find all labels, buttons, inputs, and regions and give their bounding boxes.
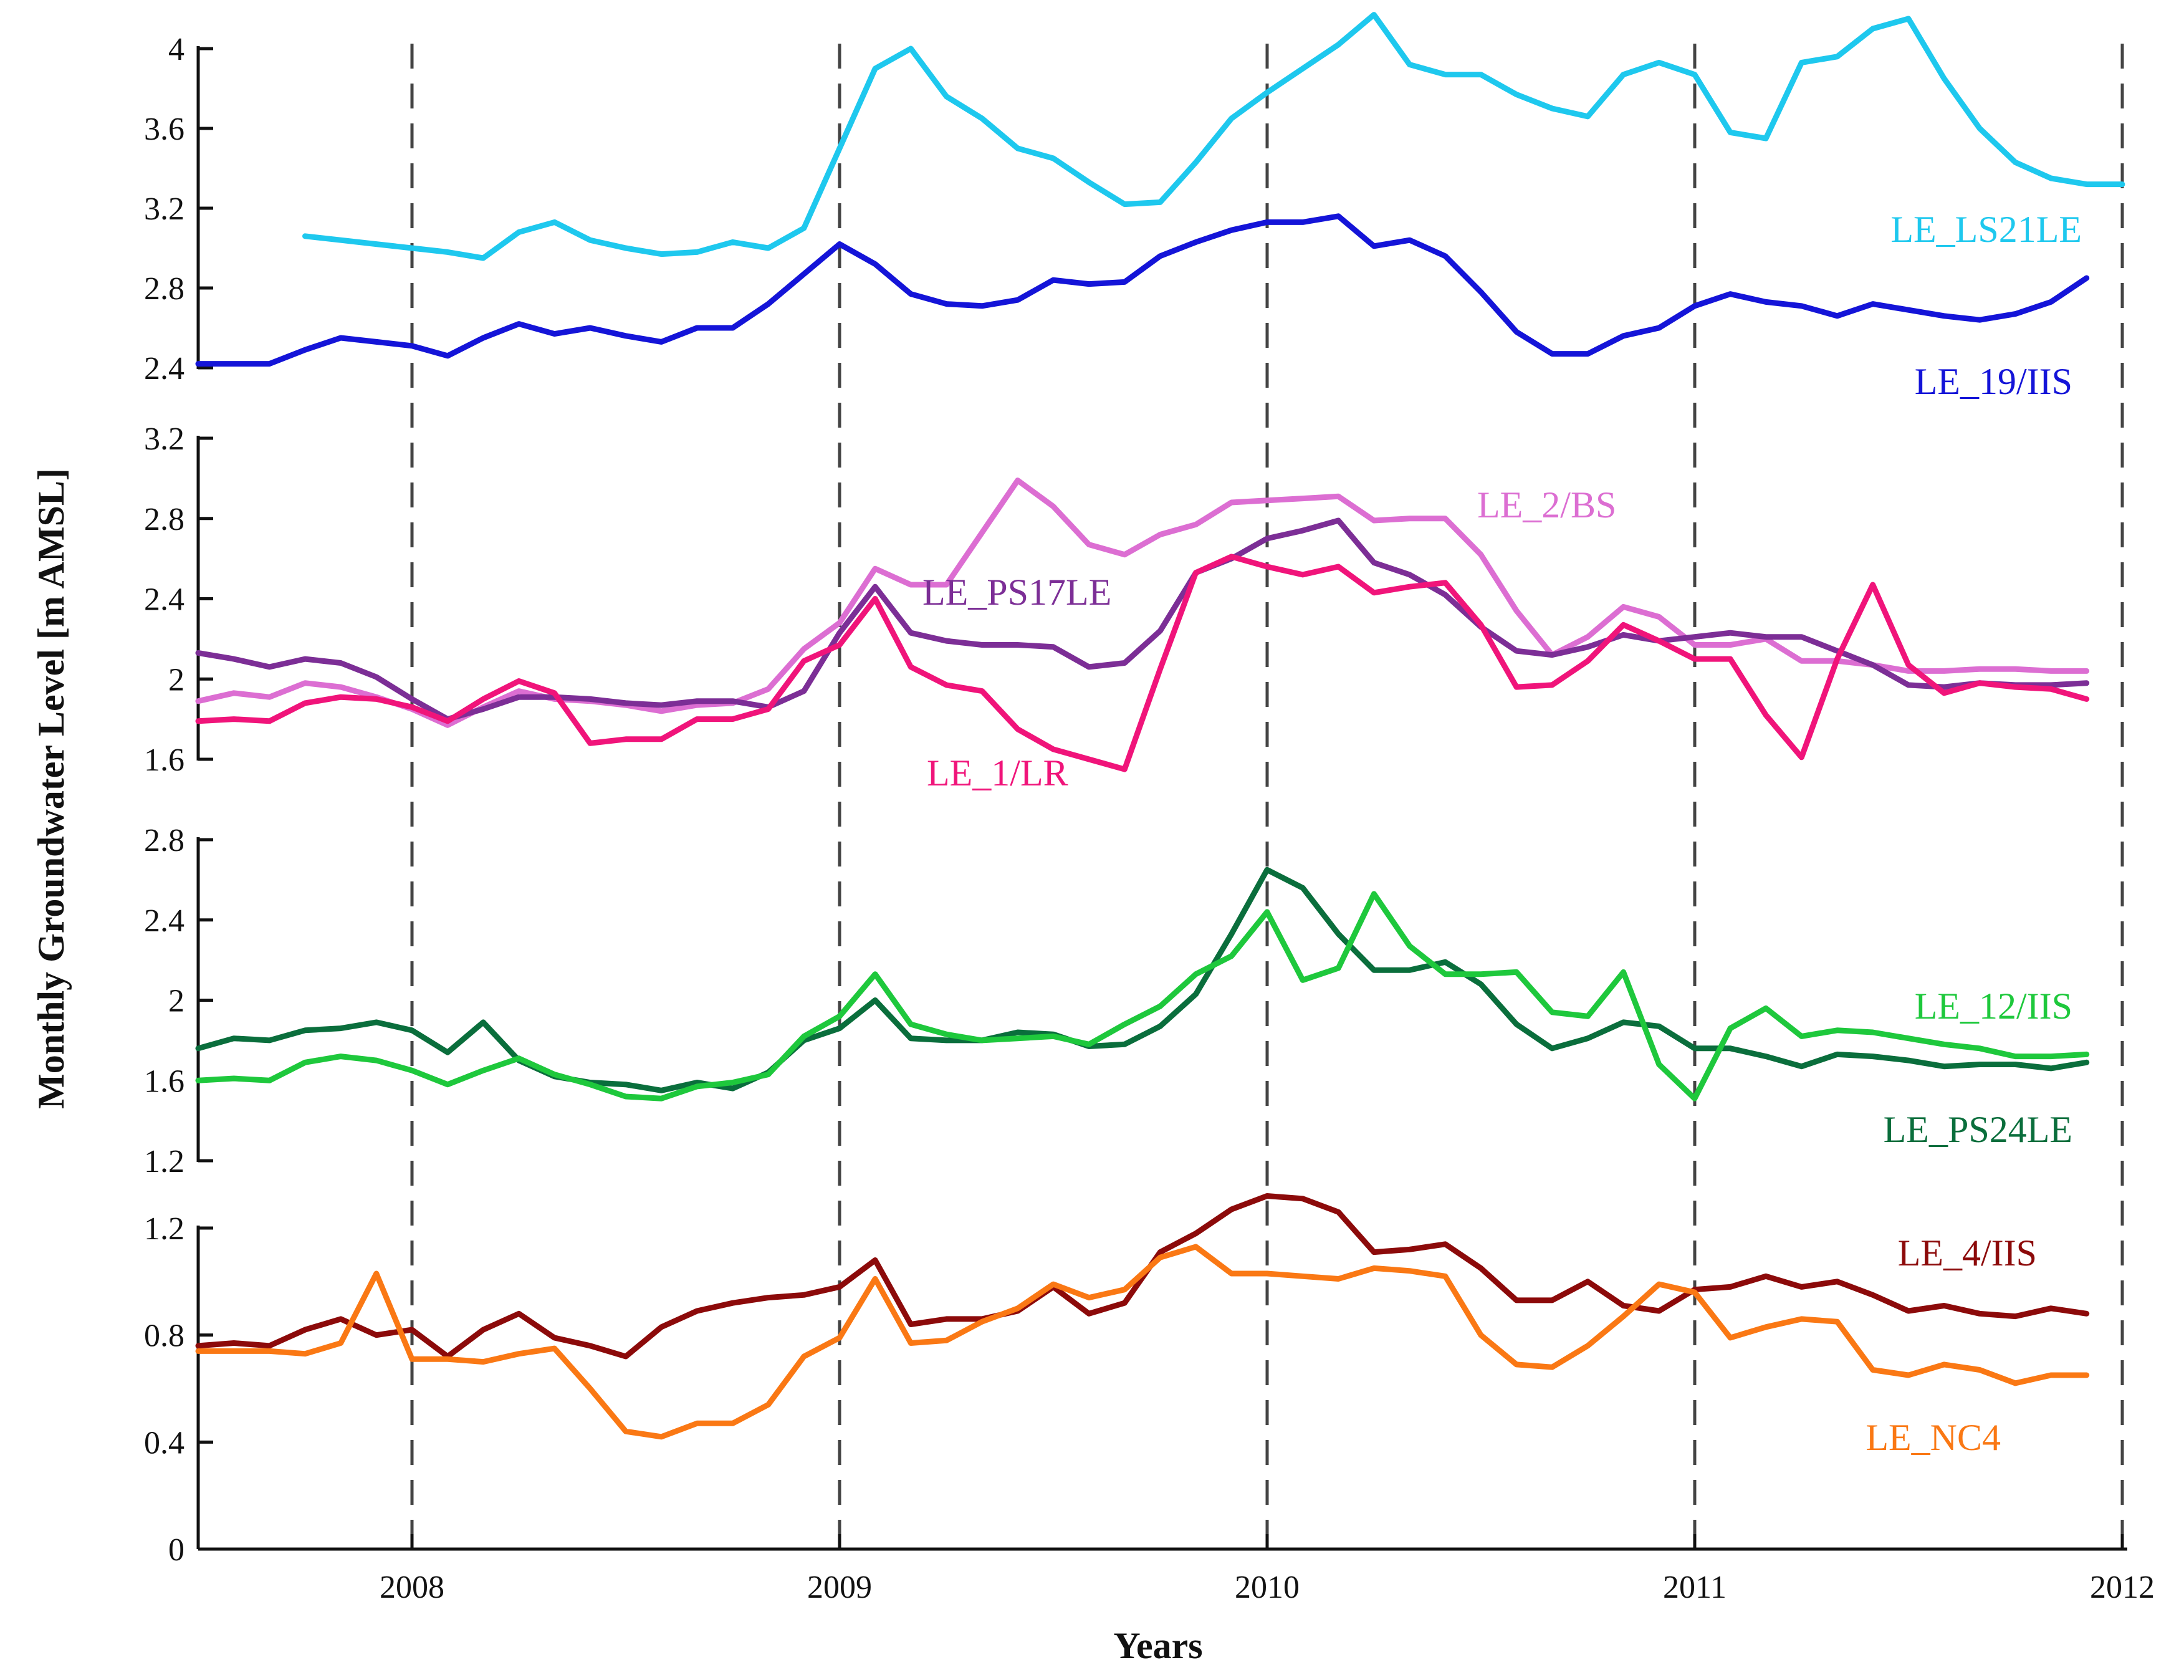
y-tick-label-panel-2-2: 2: [168, 662, 184, 698]
series-label-le-2-bs: LE_2/BS: [1477, 484, 1616, 526]
y-tick-label-panel-3-2.4: 2.4: [144, 903, 184, 939]
series-label-le-ls21le: LE_LS21LE: [1890, 209, 2082, 250]
series-line-le-1-lr: [195, 554, 2090, 772]
y-tick-label-panel-2-3.2: 3.2: [144, 421, 184, 457]
y-tick-label-panel-2-1.6: 1.6: [144, 742, 184, 778]
y-tick-label-panel-1-4: 4: [168, 32, 184, 67]
series-label-le-nc4: LE_NC4: [1866, 1417, 2001, 1458]
series-label-le-1-lr: LE_1/LR: [927, 752, 1068, 794]
y-tick-label-panel-4-0.4: 0.4: [144, 1425, 184, 1461]
y-tick-label-panel-1-3.6: 3.6: [144, 112, 184, 147]
x-axis-title: Years: [1113, 1625, 1202, 1666]
series-label-le-ps24le: LE_PS24LE: [1884, 1109, 2072, 1150]
series-line-le-ps17le: [195, 517, 2090, 722]
series-line-le-4-iis: [195, 1193, 2090, 1360]
series-line-le-2-bs: [195, 478, 2090, 728]
y-tick-label-panel-4-1.2: 1.2: [144, 1211, 184, 1247]
series-label-le-ps17le: LE_PS17LE: [922, 572, 1111, 613]
y-tick-label-panel-4-0: 0: [168, 1532, 184, 1568]
x-tick-label-2010: 2010: [1235, 1570, 1300, 1605]
y-tick-label-panel-2-2.4: 2.4: [144, 582, 184, 618]
x-tick-label-2012: 2012: [2090, 1570, 2155, 1605]
series-label-le-19-iis: LE_19/IIS: [1915, 361, 2072, 402]
y-tick-label-panel-4-0.8: 0.8: [144, 1318, 184, 1354]
series-line-le-nc4: [195, 1244, 2090, 1440]
y-tick-label-panel-2-2.8: 2.8: [144, 502, 184, 537]
series-line-le-ls21le: [302, 12, 2125, 261]
series-line-le-ps24le: [195, 866, 2090, 1093]
series-label-le-4-iis: LE_4/IIS: [1898, 1232, 2037, 1274]
y-tick-label-panel-1-2.4: 2.4: [144, 351, 184, 386]
y-tick-label-panel-3-1.2: 1.2: [144, 1144, 184, 1179]
y-tick-label-panel-3-2: 2: [168, 984, 184, 1019]
x-tick-label-2009: 2009: [807, 1570, 872, 1605]
y-tick-label-panel-3-2.8: 2.8: [144, 823, 184, 858]
y-tick-label-panel-1-3.2: 3.2: [144, 191, 184, 227]
y-tick-label-panel-1-2.8: 2.8: [144, 271, 184, 307]
y-axis-title: Monthly Groundwater Level [m AMSL]: [31, 468, 72, 1109]
series-label-le-12-iis: LE_12/IIS: [1915, 986, 2072, 1027]
y-tick-label-panel-3-1.6: 1.6: [144, 1063, 184, 1099]
series-line-le-19-iis: [195, 213, 2090, 367]
x-tick-label-2011: 2011: [1663, 1570, 1727, 1605]
series-line-le-12-iis: [195, 891, 2090, 1102]
x-tick-label-2008: 2008: [380, 1570, 444, 1605]
